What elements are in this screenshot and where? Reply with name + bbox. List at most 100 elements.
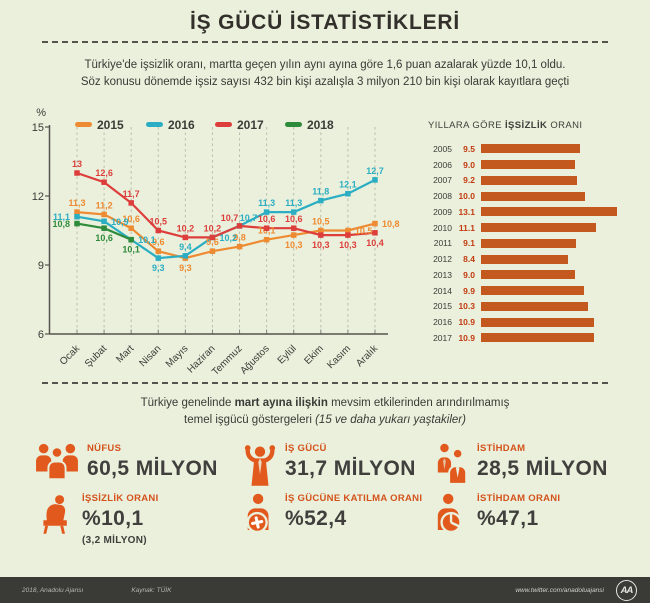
bar <box>481 286 584 296</box>
stat-label: İSTİHDAM ORANI <box>477 493 561 504</box>
bar <box>481 144 580 154</box>
data-point <box>182 253 189 259</box>
data-label: 10,4 <box>366 238 384 248</box>
data-point <box>372 177 378 183</box>
data-point <box>101 218 107 225</box>
bar-row: 2007 9.2 <box>428 173 643 189</box>
data-label: 9,8 <box>233 233 246 243</box>
bar-row: 2014 9.9 <box>428 283 643 299</box>
series-line-2015 <box>76 211 376 260</box>
unemployment-by-year-bar-chart: YILLARA GÖRE İŞSİZLİK ORANI 2005 9.5 2006 9… <box>428 120 643 346</box>
bar-row: 2012 8.4 <box>428 251 643 267</box>
bar-row: 2016 10.9 <box>428 314 643 330</box>
stat-labor-force: İŞ GÜCÜ 31,7 MİLYON <box>243 442 416 491</box>
data-label: 10,7 <box>221 213 239 223</box>
bar-value-label: 10.9 <box>458 332 475 343</box>
stat-label: İŞ GÜCÜ <box>285 443 327 454</box>
x-axis-label: Eylül <box>276 343 299 366</box>
data-point <box>236 223 243 229</box>
legend-label: 2016 <box>168 118 195 132</box>
x-axis-label: Kasım <box>325 343 353 371</box>
bar <box>481 207 618 217</box>
data-label: 12,6 <box>95 168 113 178</box>
data-label: 10,2 <box>219 233 237 243</box>
data-point <box>318 227 324 234</box>
bar-row: 2017 10.9 <box>428 330 643 346</box>
person-plus-icon <box>243 492 277 541</box>
data-point <box>318 197 324 204</box>
data-label: 9,6 <box>206 237 219 247</box>
data-label: 10,6 <box>95 233 113 243</box>
legend-label: 2017 <box>237 118 264 132</box>
person-pie-icon <box>435 492 469 541</box>
bar-row: 2015 10.3 <box>428 299 643 315</box>
data-point <box>372 220 378 227</box>
bar-year-label: 2007 <box>433 175 452 186</box>
legend-label: 2015 <box>97 118 124 132</box>
bar-year-label: 2009 <box>433 206 452 217</box>
bar-year-label: 2005 <box>433 143 452 154</box>
bar-chart-title: YILLARA GÖRE İŞSİZLİK ORANI <box>428 120 583 131</box>
bar-value-label: 10.9 <box>458 317 475 328</box>
footer-credit: 2018, Anadolu Ajansı <box>22 586 84 594</box>
data-point <box>290 225 297 231</box>
data-label: 9,3 <box>179 263 192 273</box>
bar-year-label: 2015 <box>433 301 452 312</box>
data-point <box>345 190 351 197</box>
bar-row: 2006 9.0 <box>428 157 643 173</box>
x-axis-label: Ocak <box>58 343 83 368</box>
page-title: İŞ GÜCÜ İSTATİSTİKLERİ <box>190 11 460 34</box>
bar-row: 2005 9.5 <box>428 141 643 157</box>
x-axis-label: Nisan <box>138 343 164 369</box>
bar <box>481 160 575 170</box>
data-label: 9,4 <box>179 242 192 252</box>
y-axis-label: 12 <box>32 191 44 203</box>
data-point <box>74 170 80 176</box>
stat-participation-rate: İŞ GÜCÜNE KATILMA ORANI %52,4 <box>243 492 422 541</box>
aa-logo: AA <box>616 579 637 601</box>
unemployment-monthly-line-chart: Ocak Şubat Mart Nisan MayısHaziranTemmuzAğus… <box>32 107 400 378</box>
footer-url[interactable]: www.twitter.com/anadoluajansi <box>515 586 604 594</box>
subtitle-line1: Türkiye'de işsizlik oranı, martta geçen … <box>84 59 566 71</box>
bar-value-label: 10.0 <box>458 191 475 202</box>
data-point <box>372 230 378 236</box>
data-point <box>182 234 189 241</box>
legend-swatch <box>75 122 92 127</box>
data-label: 12,1 <box>339 180 357 190</box>
data-label: 11,2 <box>96 200 113 210</box>
data-point <box>290 232 297 238</box>
series-line-2017 <box>76 171 376 239</box>
x-axis-label: Ekim <box>302 343 326 367</box>
data-label: 10,3 <box>312 240 330 250</box>
bar-year-label: 2013 <box>433 269 452 280</box>
x-axis-label: Temmuz <box>210 343 245 378</box>
bar-row: 2009 13.1 <box>428 204 643 220</box>
footer-source: Kaynak: TÜİK <box>131 586 172 594</box>
bar-value-label: 9.0 <box>463 159 475 170</box>
flexing-person-icon <box>243 442 277 491</box>
stat-subvalue: (3,2 MİLYON) <box>82 535 147 546</box>
data-label: 11,3 <box>258 198 275 208</box>
data-label: 10,8 <box>52 219 70 229</box>
bar-rows: 2005 9.5 2006 9.0 2007 9.2 2008 10.0 2009 13.1 201… <box>428 141 643 346</box>
bar-row: 2011 9.1 <box>428 236 643 252</box>
bar-year-label: 2012 <box>433 254 452 265</box>
data-point <box>74 209 80 215</box>
data-point <box>345 227 351 234</box>
data-label: 11,1 <box>53 212 70 222</box>
bar-year-label: 2008 <box>433 191 452 202</box>
data-point <box>74 213 80 220</box>
data-label: 11,8 <box>312 187 329 197</box>
stat-value: 31,7 MİLYON <box>285 457 416 480</box>
data-point <box>155 248 162 254</box>
stat-value: %52,4 <box>285 507 347 530</box>
data-label: 10,5 <box>150 217 168 227</box>
data-label: 10,7 <box>240 213 258 223</box>
bar-year-label: 2016 <box>433 317 452 328</box>
data-point <box>101 225 107 231</box>
data-label: 10,2 <box>177 223 195 233</box>
data-label: 9,3 <box>152 263 165 273</box>
data-point <box>155 255 162 261</box>
data-label: 11,3 <box>68 198 85 208</box>
